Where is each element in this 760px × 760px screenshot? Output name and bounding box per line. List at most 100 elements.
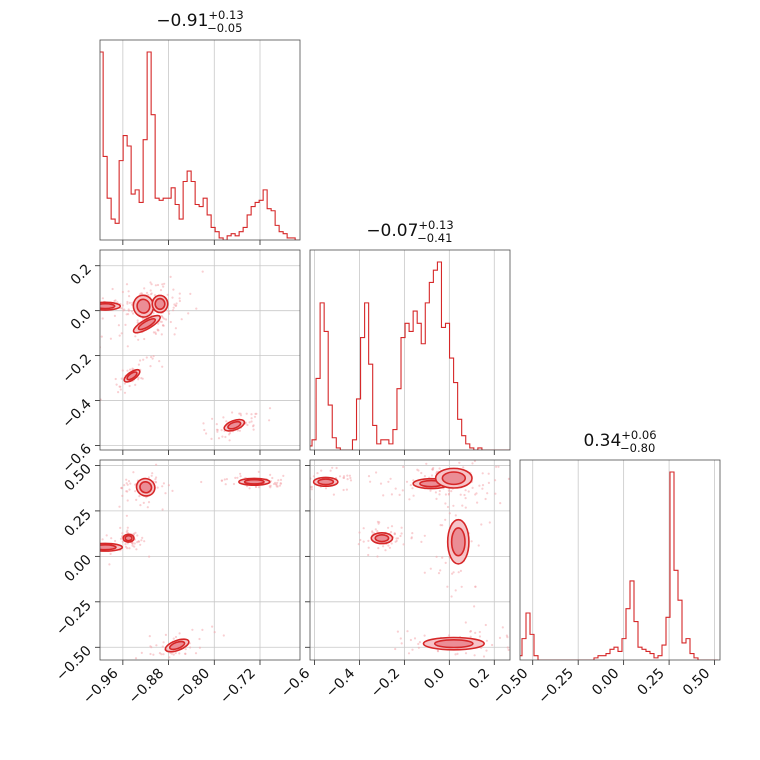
- sample-point: [390, 542, 393, 545]
- sample-point: [120, 332, 123, 335]
- sample-point: [250, 413, 253, 416]
- sample-point: [511, 647, 513, 649]
- sample-point: [301, 486, 303, 488]
- x-tick-label: −0.50: [490, 666, 532, 708]
- sample-point: [349, 479, 353, 482]
- x-tick-label: −0.72: [217, 666, 259, 708]
- sample-point: [205, 432, 208, 435]
- sample-point: [211, 417, 214, 420]
- sample-point: [436, 650, 440, 653]
- sample-point: [224, 435, 227, 439]
- sample-point: [162, 482, 165, 485]
- sample-point: [487, 481, 490, 484]
- sample-point: [121, 304, 124, 307]
- sample-point: [149, 289, 152, 292]
- sample-point: [464, 652, 468, 655]
- sample-point: [279, 482, 283, 485]
- sample-point: [101, 297, 104, 300]
- sample-point: [152, 355, 155, 358]
- sample-point: [169, 275, 172, 278]
- sample-point: [480, 523, 483, 526]
- sample-point: [402, 543, 405, 546]
- sample-point: [276, 481, 279, 484]
- sample-point: [168, 312, 171, 315]
- sample-point: [220, 429, 223, 432]
- sample-point: [143, 540, 146, 543]
- panel-frame: [99, 249, 301, 451]
- sample-point: [394, 487, 397, 490]
- panel-0-0: −0.91+0.13 −0.05: [99, 8, 301, 245]
- sample-point: [56, 542, 58, 544]
- sample-point: [224, 483, 227, 486]
- contour-inner: [450, 527, 466, 557]
- sample-point: [248, 487, 251, 490]
- sample-point: [145, 291, 149, 294]
- sample-point: [491, 643, 494, 647]
- sample-point: [161, 283, 164, 286]
- sample-point: [149, 652, 152, 656]
- sample-point: [170, 652, 173, 655]
- title-median: −0.91: [156, 11, 208, 31]
- sample-point: [160, 320, 163, 323]
- sample-point: [129, 368, 132, 371]
- sample-point: [498, 636, 502, 639]
- sample-point: [133, 545, 136, 548]
- sample-point: [162, 641, 165, 644]
- sample-point: [147, 501, 151, 504]
- sample-point: [367, 475, 371, 478]
- sample-point: [220, 479, 224, 482]
- sample-point: [128, 295, 131, 298]
- sample-point: [154, 284, 157, 287]
- sample-point: [346, 474, 349, 477]
- sample-point: [85, 549, 87, 551]
- sample-point: [158, 360, 161, 363]
- sample-point: [216, 430, 219, 433]
- sample-point: [126, 526, 129, 529]
- title-upper-error: +0.13: [418, 218, 453, 232]
- y-tick-label: 0.25: [61, 506, 94, 539]
- sample-point: [163, 282, 166, 285]
- sample-point: [172, 653, 175, 656]
- sample-point: [155, 644, 158, 647]
- sample-point: [277, 479, 280, 482]
- sample-point: [105, 534, 108, 537]
- sample-point: [132, 312, 135, 315]
- sample-point: [127, 480, 131, 483]
- sample-point: [120, 486, 123, 489]
- sample-point: [499, 502, 502, 505]
- sample-point: [232, 482, 236, 486]
- sample-point: [173, 333, 176, 336]
- sample-point: [408, 498, 411, 501]
- sample-point: [149, 281, 152, 284]
- sample-point: [484, 623, 487, 627]
- y-tick-label: −0.2: [59, 351, 94, 386]
- sample-point: [345, 488, 348, 491]
- x-tick-label: −0.6: [278, 665, 313, 700]
- sample-point: [448, 512, 451, 515]
- sample-point: [470, 540, 473, 543]
- sample-point: [474, 631, 477, 634]
- sample-point: [223, 478, 226, 481]
- sample-point: [111, 287, 114, 291]
- sample-point: [399, 534, 402, 538]
- sample-point: [411, 648, 414, 651]
- sample-point: [136, 319, 139, 322]
- sample-point: [369, 480, 372, 483]
- sample-point: [388, 546, 391, 549]
- sample-point: [481, 487, 484, 490]
- sample-point: [304, 483, 306, 485]
- sample-point: [473, 605, 476, 608]
- sample-point: [528, 636, 530, 638]
- sample-point: [396, 537, 400, 540]
- sample-point: [342, 488, 345, 492]
- sample-point: [146, 506, 149, 509]
- sample-point: [252, 428, 255, 431]
- sample-point: [424, 441, 426, 443]
- sample-point: [151, 357, 154, 360]
- sample-point: [136, 534, 139, 537]
- sample-point: [95, 307, 97, 309]
- sample-point: [147, 476, 150, 479]
- sample-point: [143, 287, 146, 290]
- sample-point: [252, 424, 255, 427]
